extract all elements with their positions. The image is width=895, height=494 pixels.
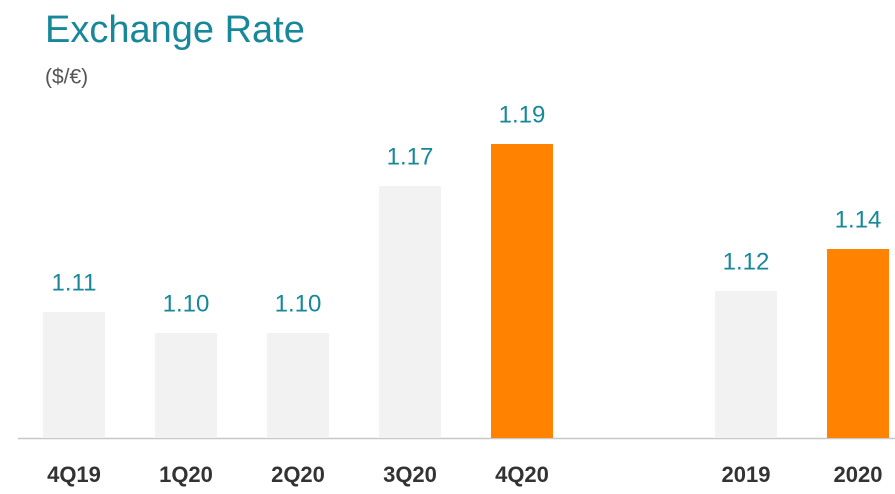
value-label: 1.12	[723, 248, 770, 275]
bar	[379, 186, 441, 438]
x-tick-label: 2020	[834, 462, 883, 487]
x-tick-label: 1Q20	[159, 462, 213, 487]
value-label: 1.19	[499, 101, 546, 128]
bar	[155, 333, 217, 438]
bar	[491, 144, 553, 438]
x-tick-label: 2Q20	[271, 462, 325, 487]
value-label: 1.10	[275, 290, 322, 317]
x-tick-label: 2019	[722, 462, 771, 487]
value-label: 1.11	[52, 269, 97, 296]
x-tick-label: 4Q19	[47, 462, 101, 487]
chart-title: Exchange Rate	[45, 9, 305, 51]
bar	[43, 312, 105, 438]
chart-subtitle: ($/€)	[45, 66, 88, 89]
x-tick-label: 3Q20	[383, 462, 437, 487]
value-label: 1.17	[387, 143, 434, 170]
bar	[715, 291, 777, 438]
value-label: 1.14	[835, 206, 882, 233]
x-tick-label: 4Q20	[495, 462, 549, 487]
value-label: 1.10	[163, 290, 210, 317]
bar	[267, 333, 329, 438]
bar	[827, 249, 889, 438]
